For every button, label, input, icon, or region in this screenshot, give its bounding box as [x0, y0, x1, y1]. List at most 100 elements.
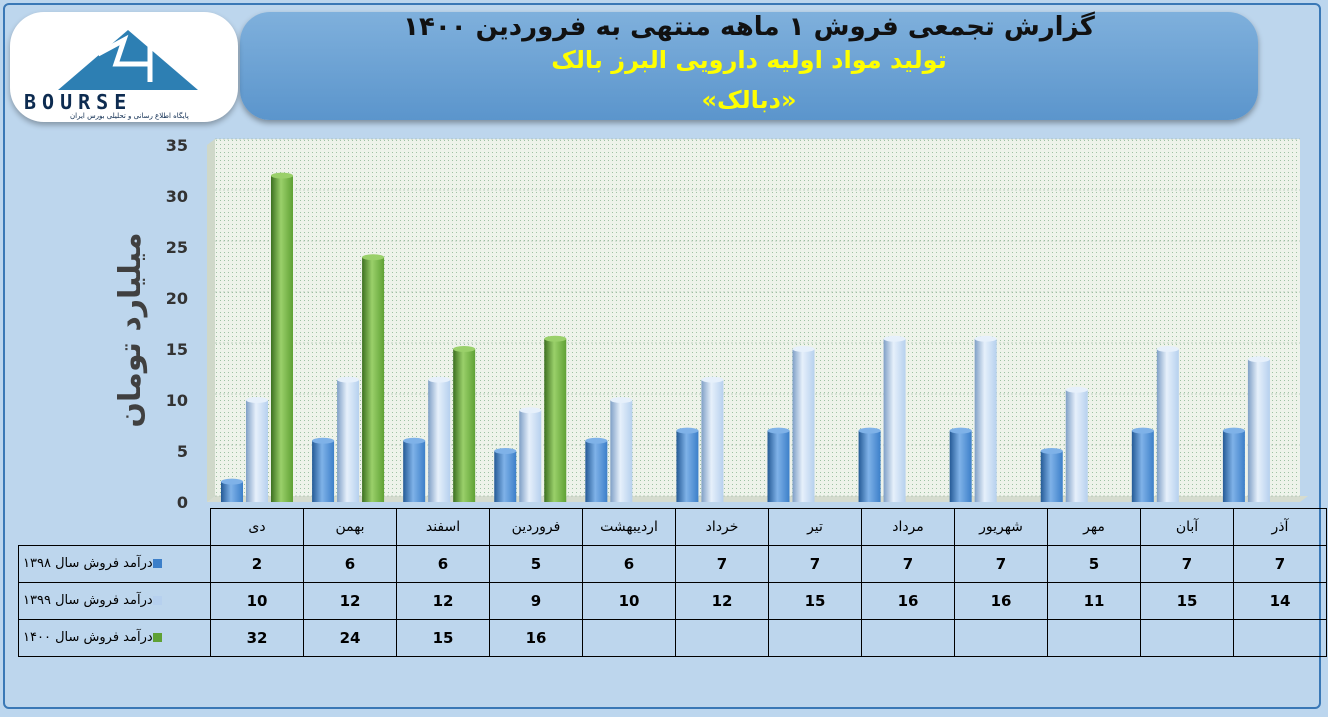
series-name: درآمد فروش سال ۱۳۹۸ — [23, 556, 153, 571]
bar — [974, 335, 997, 502]
bar — [494, 448, 517, 502]
bar-body — [858, 430, 881, 502]
bar-body — [949, 430, 972, 502]
bar-top — [1131, 427, 1154, 434]
data-label: 10 — [582, 581, 676, 620]
bar-body — [453, 349, 476, 502]
bar-top — [337, 376, 360, 383]
data-label — [675, 618, 769, 657]
bar-top — [362, 254, 385, 261]
data-label: 7 — [1233, 544, 1327, 583]
floor — [207, 496, 1308, 502]
bar-top — [403, 437, 426, 444]
bar-body — [1247, 359, 1270, 502]
bar-body — [271, 175, 293, 502]
data-label: 11 — [1047, 581, 1141, 620]
bar-body — [246, 400, 268, 502]
series-name: درآمد فروش سال ۱۳۹۹ — [23, 593, 153, 608]
data-label — [582, 618, 676, 657]
bar-top — [676, 427, 699, 434]
y-tick-label: 25 — [166, 238, 188, 257]
category-label: اردیبهشت — [582, 508, 676, 546]
bar — [883, 335, 906, 502]
y-axis-label: میلیارد تومان — [113, 232, 148, 427]
bar — [453, 346, 476, 502]
company-name: تولید مواد اولیه دارویی البرز بالک — [551, 46, 947, 74]
category-label: آبان — [1140, 508, 1234, 546]
series-label: درآمد فروش سال ۱۳۹۸ — [18, 544, 211, 583]
bar — [1222, 427, 1245, 502]
bar-top — [544, 335, 567, 342]
table-row: درآمد فروش سال ۱۴۰۰ 32 24 15 16 — [18, 618, 1327, 657]
bar-top — [519, 407, 542, 414]
logo-subtext: پایگاه اطلاع رسانی و تحلیلی بورس ایران — [70, 112, 189, 120]
data-table: دی بهمن اسفند فروردین اردیبهشت خرداد تیر مرداد ش… — [18, 508, 1327, 657]
category-label: بهمن — [303, 508, 397, 546]
bar-body — [312, 440, 335, 502]
bar-body — [221, 481, 243, 502]
bourse-logo: BOURSE پایگاه اطلاع رسانی و تحلیلی بورس … — [10, 12, 238, 122]
bar-body — [362, 257, 385, 502]
bar-top — [610, 397, 633, 403]
category-label: دی — [210, 508, 304, 546]
data-label — [1140, 618, 1234, 657]
data-label — [954, 618, 1048, 657]
data-label: 16 — [861, 581, 955, 620]
bar — [544, 335, 567, 502]
data-label: 7 — [675, 544, 769, 583]
data-label: 10 — [210, 581, 304, 620]
data-label: 14 — [1233, 581, 1327, 620]
bar-top — [312, 437, 335, 444]
table-row: درآمد فروش سال ۱۳۹۹ 10 12 12 9 10 12 15 16 16 11 15… — [18, 581, 1327, 620]
bar-top — [428, 376, 451, 383]
bar-top — [858, 427, 881, 434]
bar-top — [792, 346, 815, 352]
y-tick-label: 30 — [166, 187, 188, 206]
y-tick-label: 15 — [166, 340, 188, 359]
data-label — [1233, 618, 1327, 657]
bar-body — [610, 400, 633, 502]
bar-top — [1222, 427, 1245, 434]
bar-body — [494, 451, 517, 502]
bar — [792, 346, 815, 502]
y-tick-label: 5 — [177, 442, 188, 461]
bar-body — [1065, 389, 1088, 502]
bar-body — [585, 440, 608, 502]
bar-top — [1156, 346, 1179, 352]
data-label: 12 — [303, 581, 397, 620]
bar-body — [1156, 349, 1179, 502]
data-label — [861, 618, 955, 657]
legend-swatch-icon — [152, 633, 162, 642]
data-label: 15 — [1140, 581, 1234, 620]
bar — [676, 427, 699, 502]
category-label: مرداد — [861, 508, 955, 546]
bar-top — [271, 172, 293, 179]
bar — [312, 437, 335, 502]
bar — [246, 397, 268, 502]
logo-text: BOURSE — [24, 90, 133, 114]
legend-swatch-icon — [152, 559, 162, 568]
bar-top — [246, 397, 268, 403]
bar — [428, 376, 451, 502]
bar-body — [974, 338, 997, 502]
data-label: 9 — [489, 581, 583, 620]
data-label: 16 — [489, 618, 583, 657]
bar — [1247, 356, 1270, 502]
category-label: شهریور — [954, 508, 1048, 546]
bar-body — [883, 338, 906, 502]
series-label: درآمد فروش سال ۱۳۹۹ — [18, 581, 211, 620]
category-label: فروردین — [489, 508, 583, 546]
bar-top — [974, 335, 997, 342]
category-label: آذر — [1233, 508, 1327, 546]
data-label — [1047, 618, 1141, 657]
data-label: 24 — [303, 618, 397, 657]
report-title: گزارش تجمعی فروش ۱ ماهه منتهی به فروردین… — [403, 12, 1095, 42]
category-label: تیر — [768, 508, 862, 546]
bar-top — [701, 376, 724, 383]
bar-body — [403, 440, 426, 502]
bar-body — [428, 379, 451, 502]
y-tick-label: 20 — [166, 289, 188, 308]
bar-body — [1222, 430, 1245, 502]
data-label: 2 — [210, 544, 304, 583]
